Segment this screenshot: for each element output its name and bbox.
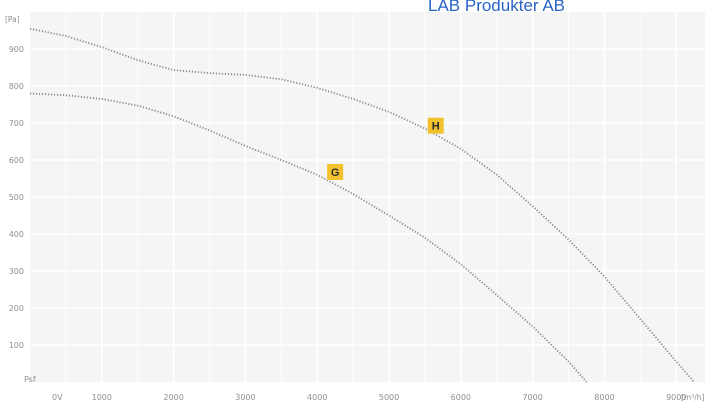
y-tick-label: 700	[9, 119, 24, 128]
y-tick-label: 600	[9, 156, 24, 165]
y-origin-label: Psf	[24, 375, 36, 384]
curve-label-box	[427, 117, 444, 134]
x-origin-label: 0V	[52, 393, 63, 402]
x-tick-label: 6000	[451, 393, 471, 402]
x-tick-label: 7000	[522, 393, 542, 402]
x-tick-label: 3000	[235, 393, 255, 402]
y-axis-unit: [Pa]	[5, 15, 20, 24]
series-line-h	[29, 27, 695, 383]
x-tick-label: 9000	[666, 393, 686, 402]
y-tick-label: 400	[9, 230, 24, 239]
y-tick-label: 200	[9, 304, 24, 313]
x-tick-label: 5000	[379, 393, 399, 402]
x-tick-label: 2000	[163, 393, 183, 402]
y-tick-label: 300	[9, 267, 24, 276]
x-tick-label: 4000	[307, 393, 327, 402]
y-tick-label: 100	[9, 341, 24, 350]
y-tick-label: 800	[9, 82, 24, 91]
curve-label-g: G	[331, 167, 340, 179]
series-line-g	[29, 92, 588, 383]
tick-labels: 100 200 300 400 500 600 700 800 900 1000 2000 3000 4…	[9, 45, 687, 402]
x-axis-unit: [m³/h]	[681, 393, 705, 402]
y-tick-label: 500	[9, 193, 24, 202]
curve-labels: HG	[327, 117, 444, 180]
series-group	[29, 27, 695, 383]
x-tick-label: 1000	[92, 393, 112, 402]
curve-label-box	[327, 163, 344, 180]
curve-label-h: H	[432, 121, 440, 133]
grid	[30, 12, 705, 382]
x-tick-label: 8000	[594, 393, 614, 402]
watermark-text: LAB Produkter AB	[428, 0, 565, 15]
y-tick-label: 900	[9, 45, 24, 54]
